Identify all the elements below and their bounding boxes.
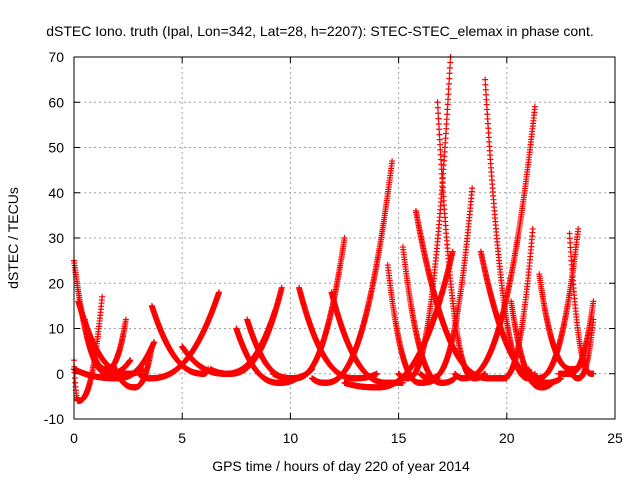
satellite-arc <box>452 104 538 382</box>
y-tick-label: 20 <box>48 275 64 291</box>
x-tick-label: 15 <box>391 430 407 446</box>
x-tick-label: 5 <box>178 430 186 446</box>
y-tick-label: 50 <box>48 140 64 156</box>
data-points <box>71 54 596 404</box>
data-point <box>435 110 441 116</box>
data-point <box>447 65 453 71</box>
satellite-arc <box>435 99 489 381</box>
satellite-arc <box>342 249 456 391</box>
data-point <box>435 99 441 105</box>
x-tick-label: 20 <box>499 430 515 446</box>
y-tick-label: 40 <box>48 185 64 201</box>
y-tick-label: 10 <box>48 321 64 337</box>
data-point <box>446 81 452 87</box>
data-point <box>446 86 452 92</box>
data-point <box>445 91 451 97</box>
data-point <box>435 116 441 122</box>
x-tick-label: 10 <box>283 430 299 446</box>
y-tick-label: -10 <box>44 411 64 427</box>
y-axis-label: dSTEC / TECUs <box>5 187 21 289</box>
data-point <box>436 121 442 127</box>
data-point <box>99 294 105 300</box>
data-point <box>447 59 453 65</box>
data-point <box>446 76 452 82</box>
data-point <box>436 131 442 137</box>
chart-title: dSTEC Iono. truth (Ipal, Lon=342, Lat=28… <box>46 23 593 39</box>
y-tick-label: 30 <box>48 230 64 246</box>
x-axis-label: GPS time / hours of day 220 of year 2014 <box>212 458 470 474</box>
data-point <box>435 105 441 111</box>
y-tick-label: 0 <box>56 366 64 382</box>
data-point <box>469 185 475 191</box>
y-tick-label: 70 <box>48 49 64 65</box>
x-tick-label: 25 <box>607 430 623 446</box>
satellite-arc <box>296 285 380 382</box>
data-point <box>436 126 442 132</box>
data-point <box>447 70 453 76</box>
x-tick-label: 0 <box>70 430 78 446</box>
y-tick-label: 60 <box>48 94 64 110</box>
